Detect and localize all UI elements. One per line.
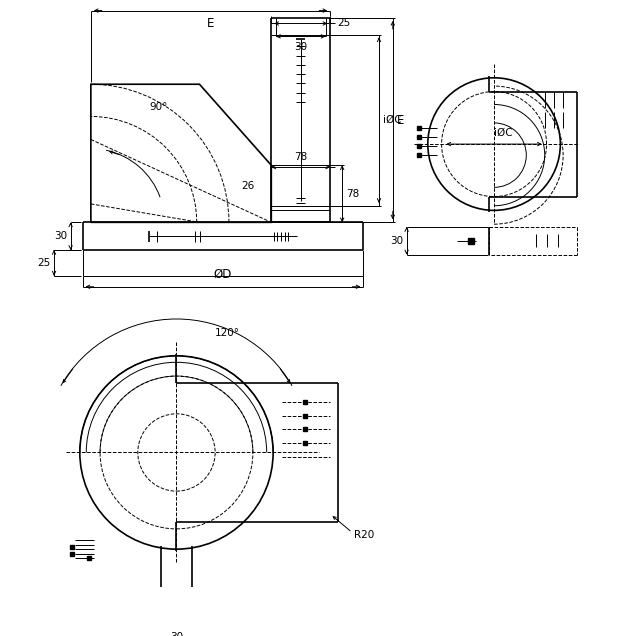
Text: iØC: iØC (383, 115, 401, 125)
Text: 78: 78 (346, 189, 359, 199)
Text: iØC: iØC (494, 128, 513, 137)
Text: 90°: 90° (149, 102, 167, 113)
Text: E: E (397, 114, 404, 127)
Text: E: E (207, 17, 214, 30)
Text: 30: 30 (170, 632, 183, 636)
Text: 30: 30 (54, 231, 67, 241)
Text: 25: 25 (37, 258, 50, 268)
Text: 120°: 120° (215, 328, 240, 338)
Text: 78: 78 (294, 151, 308, 162)
Text: 30: 30 (294, 42, 307, 52)
Text: 26: 26 (241, 181, 255, 191)
Text: R20: R20 (354, 530, 374, 541)
Text: 25: 25 (337, 18, 351, 29)
Text: 30: 30 (390, 236, 403, 245)
Text: ØD: ØD (214, 267, 232, 280)
